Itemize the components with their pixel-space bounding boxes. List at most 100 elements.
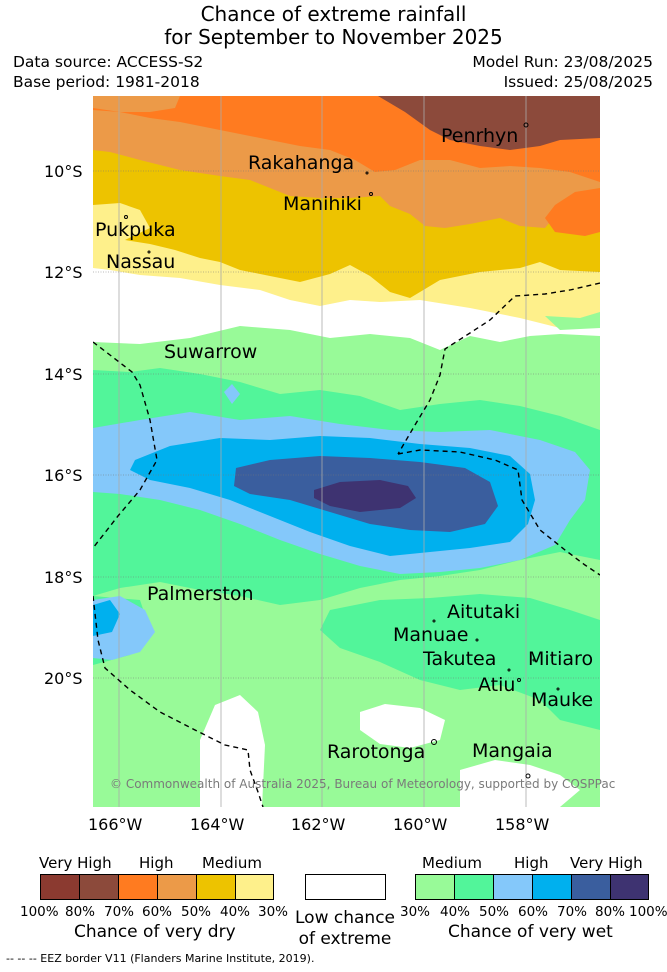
place-label-mitiaro: Mitiaro bbox=[528, 648, 594, 670]
legend-dry-tick: 60% bbox=[142, 904, 173, 920]
place-label-manuae: Manuae bbox=[393, 624, 469, 646]
legend-wet-head-very-high: Very High bbox=[570, 854, 643, 872]
legend-dry-head-very-high: Very High bbox=[39, 854, 112, 872]
dry-70-60-east-region bbox=[545, 188, 600, 236]
map-title-line-2: for September to November 2025 bbox=[164, 25, 503, 49]
legend-wet-tick: 60% bbox=[518, 904, 549, 920]
legend-swatch-wet-80-100 bbox=[610, 874, 649, 900]
model-run: Model Run: 23/08/2025 bbox=[472, 53, 653, 71]
lat-label: 18°S bbox=[44, 568, 83, 587]
island-mangaia bbox=[525, 773, 531, 779]
legend-dry-head-high: High bbox=[139, 854, 174, 872]
legend-dry-head-medium: Medium bbox=[202, 854, 262, 872]
legend-wet-tick: 100% bbox=[629, 904, 667, 920]
legend-swatch-dry-60-50 bbox=[157, 874, 197, 900]
island-takutea bbox=[507, 668, 511, 672]
legend-swatch-wet-50-60 bbox=[493, 874, 533, 900]
map-title-line-1: Chance of extreme rainfall bbox=[200, 2, 467, 26]
island-nassau bbox=[147, 250, 151, 254]
issued-date: Issued: 25/08/2025 bbox=[503, 73, 653, 91]
lon-label: 158°W bbox=[495, 815, 550, 834]
probability-fields bbox=[93, 96, 600, 807]
legend-wet-tick: 40% bbox=[440, 904, 471, 920]
legend-low-title-line-1: Low chance bbox=[295, 908, 395, 928]
island-mitiaro bbox=[532, 658, 536, 662]
place-label-penrhyn: Penrhyn bbox=[441, 125, 519, 147]
legend-swatch-wet-40-50 bbox=[454, 874, 494, 900]
lat-label: 10°S bbox=[44, 162, 83, 181]
lat-label: 16°S bbox=[44, 466, 83, 485]
island-pukapuka bbox=[124, 215, 128, 219]
dry-80-70-region bbox=[378, 96, 600, 150]
place-label-aitutaki: Aitutaki bbox=[447, 601, 521, 623]
data-source: Data source: ACCESS-S2 bbox=[13, 53, 204, 71]
eez-border bbox=[93, 282, 600, 807]
legend-swatch-low-chance bbox=[305, 874, 386, 900]
lon-label: 160°W bbox=[393, 815, 448, 834]
lon-label: 166°W bbox=[88, 815, 143, 834]
wet-40-50-small-region bbox=[224, 384, 240, 404]
place-label-suwarrow: Suwarrow bbox=[164, 341, 258, 363]
place-label-takutea: Takutea bbox=[423, 648, 497, 670]
wet-60-70-west-region bbox=[93, 600, 120, 636]
island-manihiki bbox=[369, 192, 373, 196]
island-penrhyn bbox=[523, 122, 529, 128]
legend-wet-title: Chance of very wet bbox=[448, 922, 613, 942]
islands bbox=[124, 122, 560, 779]
legend-swatch-wet-60-70 bbox=[532, 874, 572, 900]
wet-30-40-north-pocket bbox=[545, 312, 600, 330]
place-label-nassau: Nassau bbox=[106, 251, 176, 273]
legend-dry-tick: 50% bbox=[181, 904, 212, 920]
lon-label: 164°W bbox=[190, 815, 245, 834]
meridians bbox=[118, 96, 527, 807]
place-label-atiu: Atiu bbox=[478, 674, 516, 696]
legend-wet-tick: 80% bbox=[595, 904, 626, 920]
map-credit: © Commonwealth of Australia 2025, Bureau… bbox=[110, 777, 616, 791]
place-label-palmerston: Palmerston bbox=[147, 583, 254, 605]
legend-swatch-dry-100-80 bbox=[40, 874, 80, 900]
low-chance-pocket-1 bbox=[200, 695, 265, 807]
legend-swatch-wet-30-40 bbox=[415, 874, 455, 900]
lat-label: 12°S bbox=[44, 263, 83, 282]
island-mauke bbox=[556, 687, 560, 691]
wet-40-50-south-region bbox=[320, 594, 600, 730]
island-manuae bbox=[475, 638, 479, 642]
wet-80-100-region bbox=[314, 480, 416, 512]
legend-swatch-dry-70-60 bbox=[118, 874, 158, 900]
legend-wet-tick: 70% bbox=[557, 904, 588, 920]
place-label-pukpuka: Pukpuka bbox=[95, 219, 176, 241]
legend-dry-title: Chance of very dry bbox=[74, 922, 236, 942]
place-label-mauke: Mauke bbox=[531, 689, 594, 711]
island-aitutaki bbox=[432, 619, 436, 623]
legend-dry-tick: 100% bbox=[20, 904, 59, 920]
legend-swatch-wet-70-80 bbox=[571, 874, 611, 900]
legend-wet-tick: 50% bbox=[479, 904, 510, 920]
eez-footnote: -- -- -- EEZ border V11 (Flanders Marine… bbox=[6, 952, 315, 965]
legend-dry-tick: 80% bbox=[65, 904, 96, 920]
island-rakahanga bbox=[365, 171, 369, 175]
lon-label: 162°W bbox=[291, 815, 346, 834]
place-label-rakahanga: Rakahanga bbox=[248, 152, 355, 174]
legend-dry-tick: 70% bbox=[104, 904, 135, 920]
dry-40-30-inner-region bbox=[93, 203, 150, 242]
legend-low-title-line-2: of extreme bbox=[298, 929, 392, 949]
island-rarotonga bbox=[431, 739, 437, 745]
place-label-manihiki: Manihiki bbox=[283, 193, 362, 215]
low-chance-pocket-3 bbox=[460, 760, 580, 807]
legend-wet-head-high: High bbox=[514, 854, 549, 872]
legend-wet-tick: 30% bbox=[400, 904, 431, 920]
lat-label: 14°S bbox=[44, 365, 83, 384]
legend-wet-head-medium: Medium bbox=[422, 854, 482, 872]
place-label-rarotonga: Rarotonga bbox=[327, 741, 426, 763]
legend-swatch-dry-80-70 bbox=[79, 874, 119, 900]
base-period: Base period: 1981-2018 bbox=[13, 73, 200, 91]
place-label-mangaia: Mangaia bbox=[472, 740, 553, 762]
island-atiu bbox=[517, 678, 521, 682]
dry-60-50-pocket-region bbox=[93, 96, 180, 112]
graticule bbox=[93, 170, 600, 679]
legend-dry-tick: 30% bbox=[258, 904, 289, 920]
legend-swatch-dry-40-30 bbox=[235, 874, 274, 900]
legend-dry-tick: 40% bbox=[220, 904, 251, 920]
lat-label: 20°S bbox=[44, 669, 83, 688]
